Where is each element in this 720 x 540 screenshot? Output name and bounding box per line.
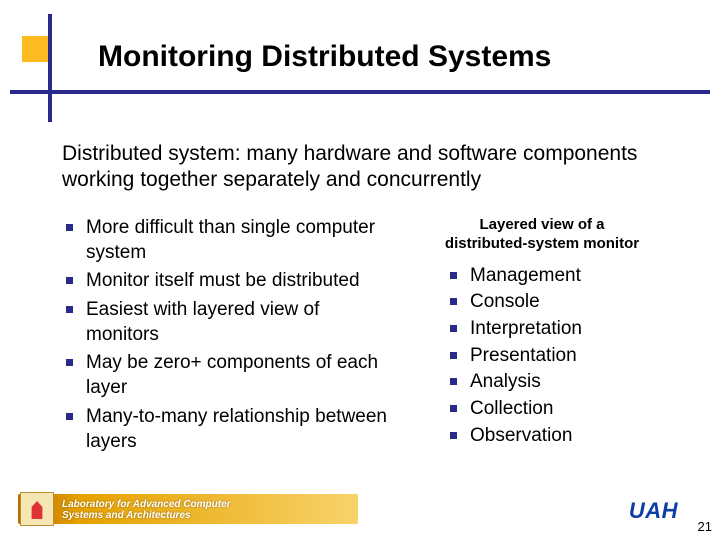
right-header-line: distributed-system monitor <box>445 235 639 252</box>
list-item: Monitor itself must be distributed <box>62 269 390 294</box>
lab-name: Laboratory for Advanced Computer Systems… <box>62 499 231 521</box>
accent-square <box>22 36 48 62</box>
right-header-line: Layered view of a <box>479 216 604 233</box>
accent-vertical-bar <box>48 14 52 122</box>
list-item: Analysis <box>446 370 682 395</box>
list-item: More difficult than single computer syst… <box>62 216 390 265</box>
intro-text: Distributed system: many hardware and so… <box>62 141 672 194</box>
list-item: Easiest with layered view of monitors <box>62 298 390 347</box>
list-item: Presentation <box>446 344 682 369</box>
slide-title: Monitoring Distributed Systems <box>98 40 551 74</box>
left-column: More difficult than single computer syst… <box>62 216 390 458</box>
list-item: Many-to-many relationship between layers <box>62 405 390 454</box>
uah-logo: UAH <box>629 498 678 524</box>
title-underline <box>10 90 710 94</box>
right-column: Layered view of a distributed-system mon… <box>402 216 682 458</box>
list-item: May be zero+ components of each layer <box>62 351 390 400</box>
list-item: Management <box>446 264 682 289</box>
lab-icon <box>20 492 54 526</box>
right-bullet-list: Management Console Interpretation Presen… <box>446 264 682 449</box>
lab-name-line: Systems and Architectures <box>62 510 191 521</box>
list-item: Observation <box>446 424 682 449</box>
slide-footer: Laboratory for Advanced Computer Systems… <box>0 488 720 540</box>
list-item: Interpretation <box>446 317 682 342</box>
right-column-header: Layered view of a distributed-system mon… <box>402 216 682 254</box>
content-columns: More difficult than single computer syst… <box>62 216 682 458</box>
list-item: Collection <box>446 397 682 422</box>
page-number: 21 <box>698 519 712 534</box>
lab-name-line: Laboratory for Advanced Computer <box>62 499 231 510</box>
list-item: Console <box>446 290 682 315</box>
lab-icon-glyph <box>28 499 46 519</box>
left-bullet-list: More difficult than single computer syst… <box>62 216 390 454</box>
